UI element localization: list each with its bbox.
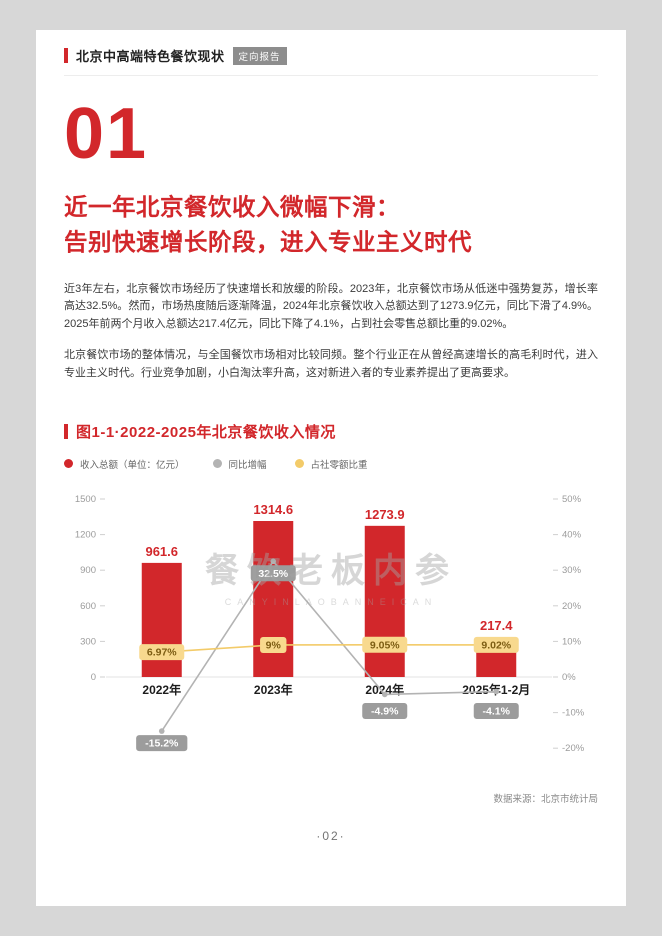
svg-text:40%: 40% [562, 529, 582, 540]
svg-text:9.02%: 9.02% [481, 639, 511, 651]
svg-text:6.97%: 6.97% [147, 646, 177, 658]
body-paragraph-2: 北京餐饮市场的整体情况，与全国餐饮市场相对比较同频。整个行业正在从曾经高速增长的… [64, 348, 598, 379]
legend-item-revenue: 收入总额（单位：亿元） [64, 457, 185, 471]
svg-text:-15.2%: -15.2% [145, 737, 179, 749]
svg-text:50%: 50% [562, 494, 582, 505]
chapter-number: 01 [64, 94, 149, 174]
legend-item-yoy: 同比增幅 [212, 457, 267, 471]
data-source: 数据来源：北京市统计局 [493, 793, 598, 805]
legend-label-share: 占社零额比重 [310, 459, 368, 471]
svg-text:10%: 10% [562, 636, 582, 647]
value-chip: 9.02% [473, 636, 519, 653]
svg-text:-10%: -10% [562, 707, 585, 718]
svg-text:900: 900 [80, 565, 96, 576]
legend-label-revenue: 收入总额（单位：亿元） [80, 459, 185, 471]
svg-text:9.05%: 9.05% [370, 639, 400, 651]
section-heading: 近一年北京餐饮收入微幅下滑： 告别快速增长阶段，进入专业主义时代 [64, 190, 598, 261]
bar-value-label: 1314.6 [253, 502, 293, 517]
legend-label-yoy: 同比增幅 [228, 459, 267, 471]
chart-legend: 收入总额（单位：亿元） 同比增幅 占社零额比重 [64, 457, 598, 471]
header-accent-bar [64, 48, 68, 63]
svg-text:20%: 20% [562, 600, 582, 611]
figure-accent-bar [64, 423, 68, 439]
svg-text:-20%: -20% [562, 743, 585, 754]
bar-value-label: 1273.9 [365, 506, 405, 521]
value-chip: 6.97% [139, 643, 185, 660]
legend-dot-yoy [212, 459, 222, 469]
value-chip: -4.9% [362, 702, 408, 719]
report-type-badge: 定向报告 [232, 46, 287, 65]
value-chip: 32.5% [250, 564, 296, 581]
value-chip: -4.1% [473, 702, 519, 719]
report-title: 北京中高端特色餐饮现状 [76, 49, 225, 64]
bar-value-label: 217.4 [480, 617, 513, 632]
value-chip: -15.2% [136, 734, 188, 751]
svg-text:1200: 1200 [75, 529, 96, 540]
section-heading-line1: 近一年北京餐饮收入微幅下滑： [64, 194, 400, 220]
svg-text:0: 0 [91, 672, 96, 683]
body-paragraph-1: 近3年左右，北京餐饮市场经历了快速增长和放缓的阶段。2023年，北京餐饮市场从低… [64, 282, 598, 331]
page-number: ·02· [316, 828, 346, 843]
figure-title-row: 图1-1·2022-2025年北京餐饮收入情况 [64, 421, 598, 442]
income-chart-canvas: 1500 1200 900 600 300 0 50% 40% 30% 20% 10% 0% -10% -… [75, 494, 585, 754]
legend-dot-share [294, 459, 304, 469]
svg-text:-4.9%: -4.9% [371, 705, 399, 717]
bar-value-label: 961.6 [145, 543, 178, 558]
x-axis-label: 2023年 [254, 682, 293, 697]
revenue-bar [476, 650, 517, 677]
value-chip: 9% [260, 636, 287, 653]
svg-text:0%: 0% [562, 672, 576, 683]
revenue-bar [253, 520, 294, 677]
x-axis-label: 2022年 [142, 682, 181, 697]
svg-text:9%: 9% [266, 639, 282, 651]
svg-text:-4.1%: -4.1% [483, 705, 511, 717]
page-header: 北京中高端特色餐饮现状 定向报告 [64, 46, 598, 76]
legend-item-share: 占社零额比重 [294, 457, 368, 471]
svg-text:32.5%: 32.5% [258, 567, 288, 579]
figure-title: 图1-1·2022-2025年北京餐饮收入情况 [76, 423, 336, 441]
svg-text:600: 600 [80, 600, 96, 611]
line-share [161, 643, 497, 653]
income-combo-chart: 1500 1200 900 600 300 0 50% 40% 30% 20% 10% 0% -10% -… [64, 477, 598, 789]
value-chip: 9.05% [362, 636, 408, 653]
section-heading-line2: 告别快速增长阶段，进入专业主义时代 [64, 229, 472, 256]
page-sheet: 北京中高端特色餐饮现状 定向报告 01 近一年北京餐饮收入微幅下滑： 告别快速增… [36, 30, 626, 906]
x-axis-label: 2024年 [365, 682, 404, 697]
revenue-bar [364, 525, 405, 677]
legend-dot-revenue [64, 459, 73, 469]
svg-text:30%: 30% [562, 565, 582, 576]
svg-text:1500: 1500 [75, 494, 96, 505]
line-yoy [161, 559, 497, 732]
svg-text:300: 300 [80, 636, 96, 647]
